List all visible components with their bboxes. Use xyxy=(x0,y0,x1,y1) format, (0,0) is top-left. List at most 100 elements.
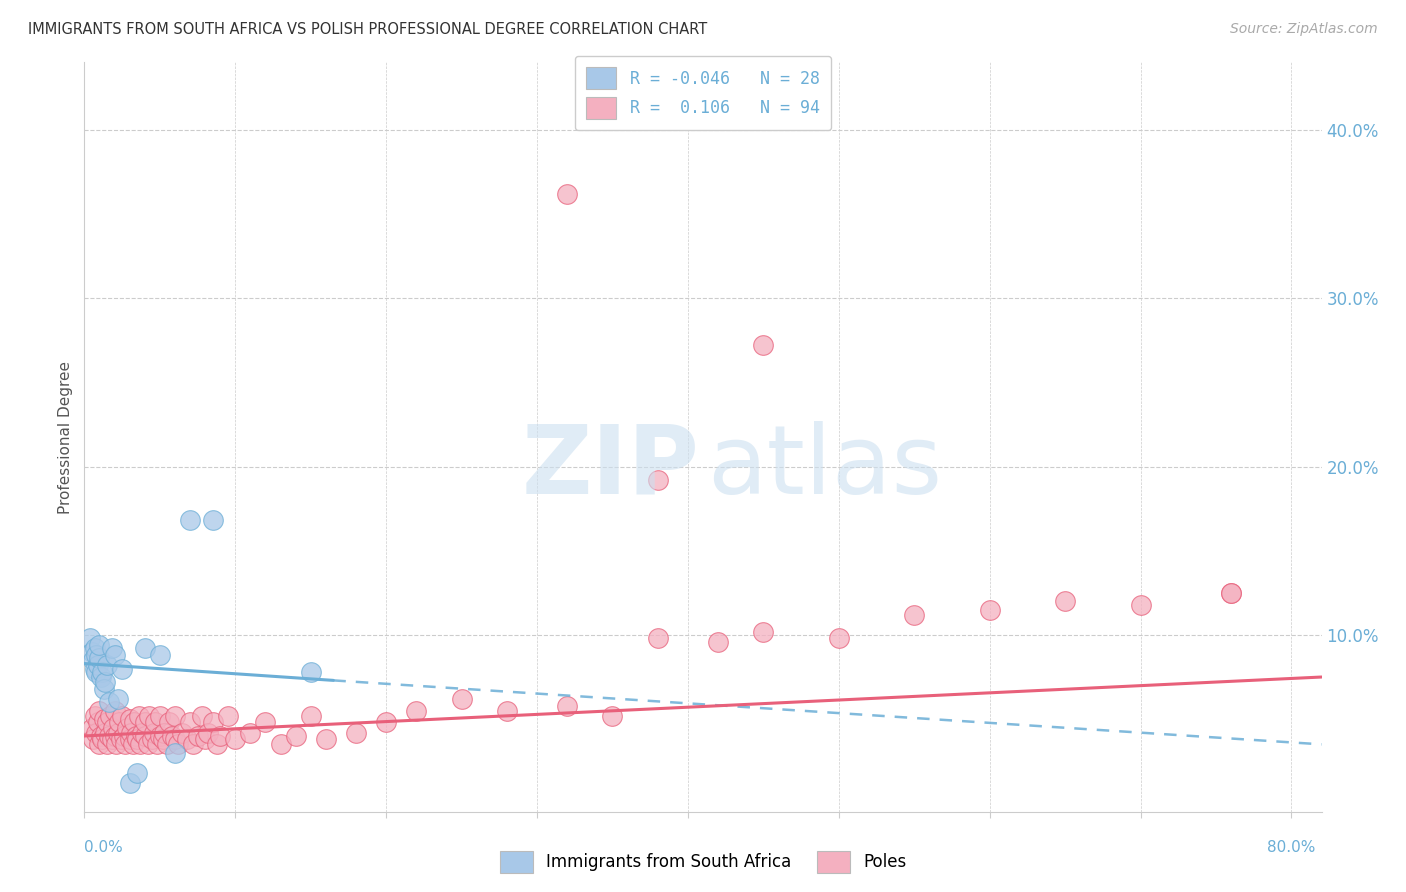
Point xyxy=(239,725,262,739)
Text: 0.0%: 0.0% xyxy=(84,840,124,855)
Point xyxy=(201,715,224,730)
Text: 80.0%: 80.0% xyxy=(1267,840,1316,855)
Point xyxy=(118,732,141,747)
Point xyxy=(86,725,108,739)
Point xyxy=(181,737,204,751)
Point xyxy=(96,658,118,673)
Point xyxy=(112,729,135,743)
Point xyxy=(299,708,322,723)
Point xyxy=(115,721,138,735)
Point xyxy=(134,715,156,730)
Point xyxy=(84,641,107,656)
Point xyxy=(118,712,141,726)
Point xyxy=(114,737,136,751)
Point xyxy=(156,737,179,751)
Point xyxy=(118,776,141,790)
Point xyxy=(89,638,111,652)
Point xyxy=(176,732,198,747)
Point xyxy=(647,632,669,646)
Point xyxy=(93,681,115,696)
Point xyxy=(107,692,129,706)
Point xyxy=(80,721,103,735)
Point xyxy=(94,725,117,739)
Point xyxy=(495,704,517,718)
Point xyxy=(197,725,219,739)
Point xyxy=(167,737,190,751)
Point xyxy=(94,675,117,690)
Point xyxy=(224,732,246,747)
Point xyxy=(90,729,112,743)
Point xyxy=(121,737,143,751)
Point xyxy=(172,725,194,739)
Point xyxy=(752,624,775,639)
Point xyxy=(138,708,160,723)
Point xyxy=(80,645,103,659)
Point xyxy=(707,634,730,648)
Legend: R = -0.046   N = 28, R =  0.106   N = 94: R = -0.046 N = 28, R = 0.106 N = 94 xyxy=(575,56,831,130)
Point xyxy=(89,651,111,665)
Point xyxy=(103,729,125,743)
Point xyxy=(96,737,118,751)
Point xyxy=(752,338,775,352)
Point xyxy=(110,732,132,747)
Point xyxy=(101,721,124,735)
Point xyxy=(90,670,112,684)
Point xyxy=(149,708,172,723)
Point xyxy=(217,708,239,723)
Point xyxy=(602,708,624,723)
Point xyxy=(163,746,186,760)
Point xyxy=(129,737,152,751)
Point xyxy=(91,665,114,679)
Legend: Immigrants from South Africa, Poles: Immigrants from South Africa, Poles xyxy=(494,845,912,880)
Text: Source: ZipAtlas.com: Source: ZipAtlas.com xyxy=(1230,22,1378,37)
Point xyxy=(96,715,118,730)
Point xyxy=(450,692,472,706)
Point xyxy=(146,737,169,751)
Point xyxy=(1054,594,1077,608)
Point xyxy=(120,725,142,739)
Point xyxy=(107,725,129,739)
Point xyxy=(1220,586,1243,600)
Point xyxy=(82,732,104,747)
Point xyxy=(87,715,110,730)
Point xyxy=(98,708,121,723)
Text: atlas: atlas xyxy=(707,420,942,514)
Point xyxy=(134,729,156,743)
Point xyxy=(1220,586,1243,600)
Point xyxy=(142,725,165,739)
Point xyxy=(153,725,176,739)
Point xyxy=(179,513,201,527)
Point xyxy=(127,732,149,747)
Point xyxy=(87,658,110,673)
Point xyxy=(111,662,134,676)
Point xyxy=(89,737,111,751)
Point xyxy=(103,648,125,662)
Point xyxy=(270,737,292,751)
Point xyxy=(194,732,217,747)
Point xyxy=(127,766,149,780)
Point xyxy=(179,715,201,730)
Point xyxy=(82,653,104,667)
Point xyxy=(163,732,186,747)
Point xyxy=(555,698,578,713)
Point xyxy=(201,513,224,527)
Point xyxy=(108,715,131,730)
Point xyxy=(100,732,122,747)
Point xyxy=(111,708,134,723)
Point xyxy=(97,729,120,743)
Point xyxy=(141,732,163,747)
Point xyxy=(555,186,578,201)
Point xyxy=(405,704,427,718)
Point xyxy=(315,732,337,747)
Point xyxy=(254,715,277,730)
Point xyxy=(299,665,322,679)
Point xyxy=(103,704,125,718)
Point xyxy=(91,732,114,747)
Point xyxy=(903,607,925,622)
Point xyxy=(191,708,214,723)
Point xyxy=(97,695,120,709)
Point xyxy=(134,641,156,656)
Point xyxy=(84,662,107,676)
Text: IMMIGRANTS FROM SOUTH AFRICA VS POLISH PROFESSIONAL DEGREE CORRELATION CHART: IMMIGRANTS FROM SOUTH AFRICA VS POLISH P… xyxy=(28,22,707,37)
Point xyxy=(1129,598,1152,612)
